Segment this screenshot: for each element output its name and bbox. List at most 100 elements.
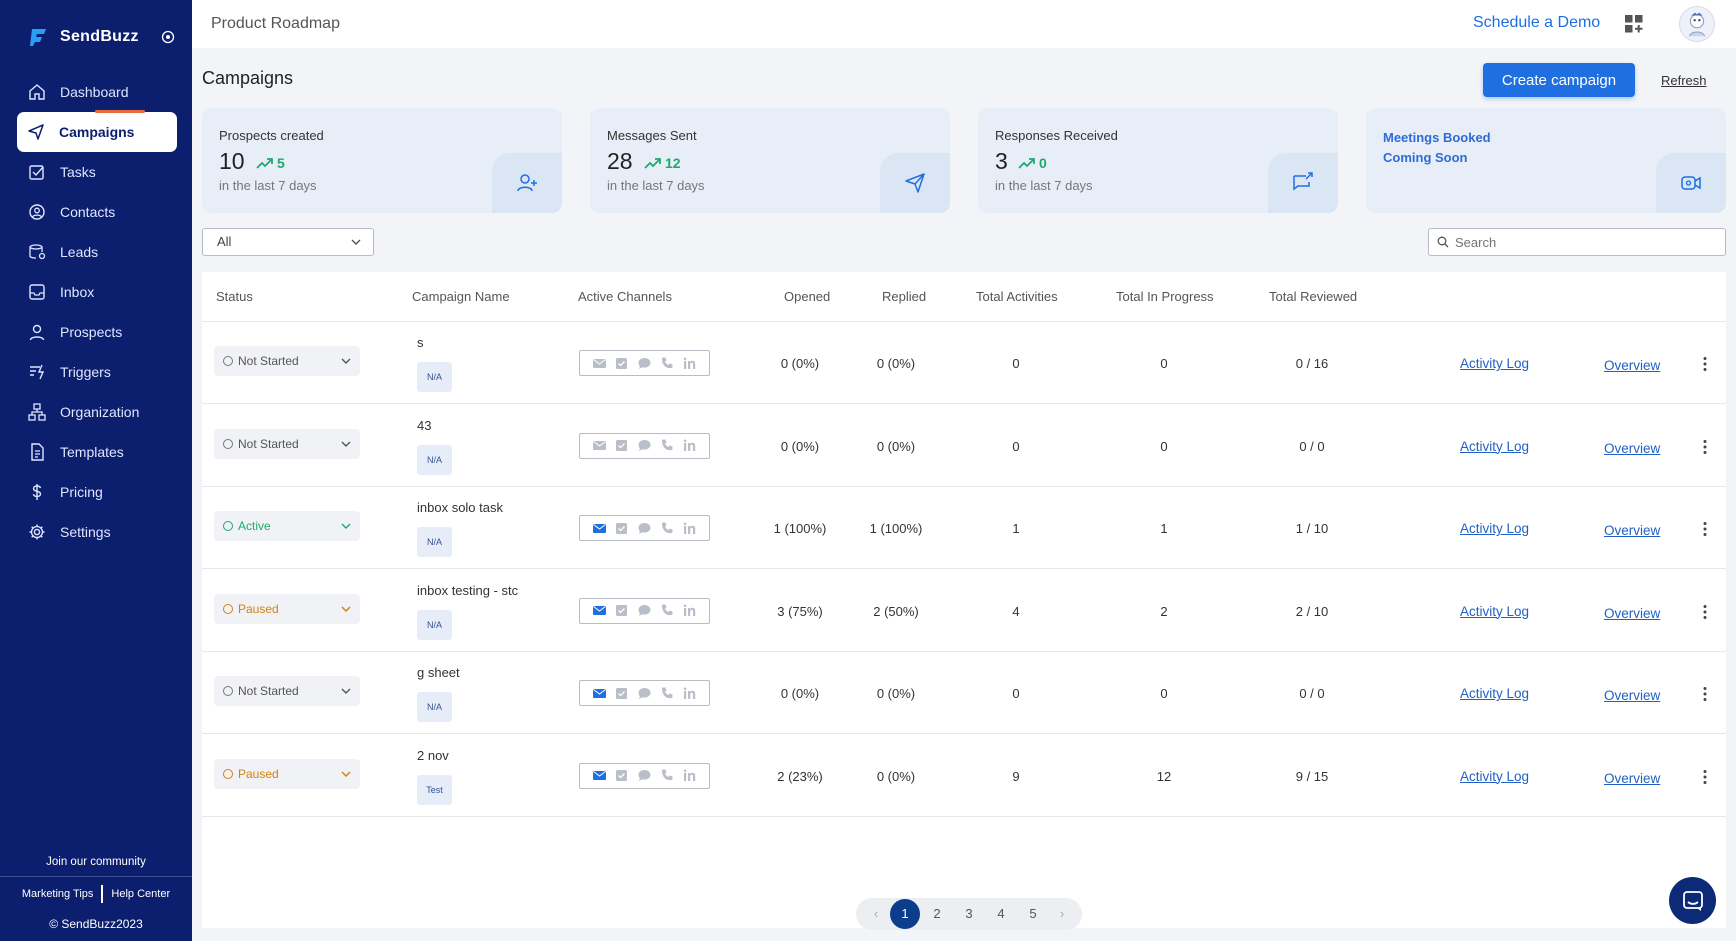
create-campaign-button[interactable]: Create campaign: [1483, 63, 1635, 97]
search-input[interactable]: [1455, 234, 1715, 250]
campaign-tag: N/A: [417, 527, 452, 557]
active-channels[interactable]: [579, 597, 710, 624]
active-channels[interactable]: [579, 432, 710, 459]
chat-support-button[interactable]: [1669, 877, 1716, 924]
stat-trend-value: 0: [1039, 155, 1047, 171]
sidebar-item-dashboard[interactable]: Dashboard: [0, 72, 192, 112]
status-select[interactable]: Not Started: [214, 676, 360, 706]
avatar[interactable]: [1679, 6, 1715, 42]
stat-badge: [1656, 153, 1726, 213]
sidebar-item-leads[interactable]: Leads: [0, 232, 192, 272]
opened-count: 0 (0%): [780, 686, 820, 701]
refresh-link[interactable]: Refresh: [1661, 73, 1707, 88]
page-button-2[interactable]: 2: [933, 906, 941, 921]
apps-grid-icon[interactable]: [1624, 14, 1644, 34]
stat-value: 3: [995, 148, 1008, 174]
active-channels[interactable]: [579, 515, 710, 541]
campaign-name[interactable]: 2 nov: [417, 747, 449, 763]
phone-icon: [661, 439, 673, 451]
page-button-5[interactable]: 5: [1029, 906, 1037, 921]
more-options-icon[interactable]: [1702, 356, 1708, 372]
brand[interactable]: SendBuzz: [28, 26, 175, 48]
sidebar-item-triggers[interactable]: Triggers: [0, 352, 192, 392]
activity-log-link[interactable]: Activity Log: [1460, 438, 1530, 454]
overview-link[interactable]: Overview: [1604, 523, 1661, 538]
more-options-icon[interactable]: [1702, 439, 1708, 455]
chat-reply-icon: [1293, 172, 1313, 191]
header-campaign-name: Campaign Name: [412, 289, 510, 304]
document-icon: [31, 443, 44, 461]
campaign-tag: N/A: [417, 609, 452, 640]
active-channels[interactable]: [579, 350, 710, 376]
sidebar-item-templates[interactable]: Templates: [0, 432, 192, 472]
campaign-name[interactable]: s: [417, 335, 424, 350]
status-select[interactable]: Active: [214, 511, 360, 541]
next-page-button[interactable]: ›: [1059, 906, 1065, 921]
tasks-icon: [29, 165, 44, 180]
activity-log-link[interactable]: Activity Log: [1460, 521, 1530, 536]
overview-link[interactable]: Overview: [1604, 358, 1661, 373]
schedule-demo-link[interactable]: Schedule a Demo: [1473, 14, 1601, 31]
join-community-link[interactable]: Join our community: [0, 847, 192, 877]
campaign-name[interactable]: inbox testing - stc: [417, 582, 519, 598]
page-button-1[interactable]: 1: [890, 899, 920, 929]
sms-icon: [638, 522, 651, 534]
activity-log-link[interactable]: Activity Log: [1460, 356, 1530, 371]
status-filter-select[interactable]: All: [202, 228, 374, 256]
marketing-tips-link[interactable]: Marketing Tips: [21, 888, 94, 900]
replied-count: 0 (0%): [876, 768, 916, 784]
help-center-link[interactable]: Help Center: [111, 888, 171, 900]
status-select[interactable]: Paused: [214, 593, 360, 624]
sidebar-item-label: Leads: [60, 244, 99, 260]
page-button-4[interactable]: 4: [997, 906, 1005, 921]
sidebar-item-inbox[interactable]: Inbox: [0, 272, 192, 312]
status-select[interactable]: Not Started: [214, 346, 360, 376]
more-options-icon[interactable]: [1702, 686, 1708, 702]
stat-period: in the last 7 days: [219, 178, 317, 193]
campaign-tag: N/A: [417, 362, 452, 392]
chevron-down-icon: [341, 688, 351, 694]
inbox-icon: [29, 284, 45, 300]
header-active-channels: Active Channels: [578, 289, 672, 304]
overview-link[interactable]: Overview: [1604, 688, 1661, 703]
prev-page-button[interactable]: ‹: [873, 906, 879, 921]
active-channels[interactable]: [579, 762, 710, 789]
sidebar-item-label: Contacts: [60, 204, 116, 220]
activity-log-link[interactable]: Activity Log: [1460, 686, 1530, 701]
status-label: Paused: [238, 766, 279, 781]
stat-value: 10: [219, 148, 245, 174]
status-select[interactable]: Paused: [214, 758, 360, 789]
activity-log-link[interactable]: Activity Log: [1460, 768, 1530, 784]
active-channels[interactable]: [579, 680, 710, 706]
total-in-progress: 0: [1160, 438, 1168, 454]
more-options-icon[interactable]: [1702, 604, 1708, 620]
campaign-name[interactable]: 43: [417, 417, 432, 433]
total-in-progress: 1: [1160, 521, 1168, 536]
sidebar-item-contacts[interactable]: Contacts: [0, 192, 192, 232]
sidebar-item-settings[interactable]: Settings: [0, 512, 192, 552]
sidebar-item-organization[interactable]: Organization: [0, 392, 192, 432]
target-icon[interactable]: [161, 30, 175, 44]
more-options-icon[interactable]: [1702, 521, 1708, 537]
page-button-3[interactable]: 3: [965, 906, 973, 921]
campaign-name[interactable]: inbox solo task: [417, 500, 503, 515]
stat-label: Meetings Booked Coming Soon: [1383, 128, 1491, 168]
sidebar-item-campaigns[interactable]: Campaigns: [17, 110, 177, 152]
sidebar-item-label: Dashboard: [60, 84, 129, 100]
stat-period: in the last 7 days: [995, 178, 1093, 193]
overview-link[interactable]: Overview: [1604, 440, 1661, 456]
topbar-title[interactable]: Product Roadmap: [211, 15, 340, 32]
campaign-name[interactable]: g sheet: [417, 665, 460, 680]
overview-link[interactable]: Overview: [1604, 605, 1661, 621]
more-options-icon[interactable]: [1702, 769, 1708, 785]
status-select[interactable]: Not Started: [214, 428, 360, 459]
table-row: Not Started g sheet N/A 0 (0%) 0 (0%) 0 …: [202, 652, 1726, 734]
activity-log-link[interactable]: Activity Log: [1460, 603, 1530, 619]
overview-link[interactable]: Overview: [1604, 770, 1661, 786]
sidebar-item-tasks[interactable]: Tasks: [0, 152, 192, 192]
sidebar-item-pricing[interactable]: Pricing: [0, 472, 192, 512]
table-header: Status Campaign Name Active Channels Ope…: [202, 272, 1726, 322]
table-row: Not Started s N/A 0 (0%) 0 (0%) 0 0 0 / …: [202, 322, 1726, 404]
search-box[interactable]: [1428, 228, 1726, 256]
sidebar-item-prospects[interactable]: Prospects: [0, 312, 192, 352]
